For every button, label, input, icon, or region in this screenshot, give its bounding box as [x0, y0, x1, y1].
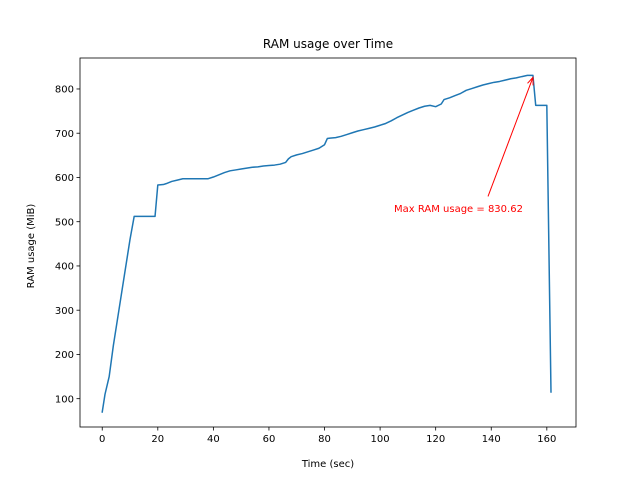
x-tick-label: 100: [371, 434, 390, 445]
annotation-arrow: [487, 77, 534, 197]
y-tick-label: 100: [55, 394, 74, 405]
x-tick-label: 160: [537, 434, 556, 445]
x-tick-label: 120: [426, 434, 445, 445]
series-line-0: [101, 74, 552, 413]
y-tick-label: 500: [55, 217, 74, 228]
x-tick-label: 60: [263, 434, 276, 445]
axes-frame: [79, 57, 577, 428]
x-tick-label: 0: [99, 434, 105, 445]
y-tick-label: 300: [55, 306, 74, 317]
y-tick-label: 400: [55, 262, 74, 273]
y-tick-label: 700: [55, 129, 74, 140]
chart-title: RAM usage over Time: [263, 37, 393, 51]
x-tick-label: 80: [318, 434, 331, 445]
x-tick-label: 140: [482, 434, 501, 445]
x-axis-label: Time (sec): [301, 459, 354, 470]
y-axis-label: RAM usage (MiB): [26, 204, 37, 289]
x-tick-label: 40: [207, 434, 220, 445]
y-tick-label: 600: [55, 173, 74, 184]
y-tick-label: 200: [55, 350, 74, 361]
y-tick-label: 800: [55, 85, 74, 96]
x-tick-label: 20: [151, 434, 164, 445]
plot-area: 0 20 40 60 80 100 120 140 160 100 200 300 400 500 600 7…: [55, 57, 577, 445]
max-ram-annotation: Max RAM usage = 830.62: [394, 204, 523, 215]
annotation-arrowhead: [527, 76, 534, 86]
